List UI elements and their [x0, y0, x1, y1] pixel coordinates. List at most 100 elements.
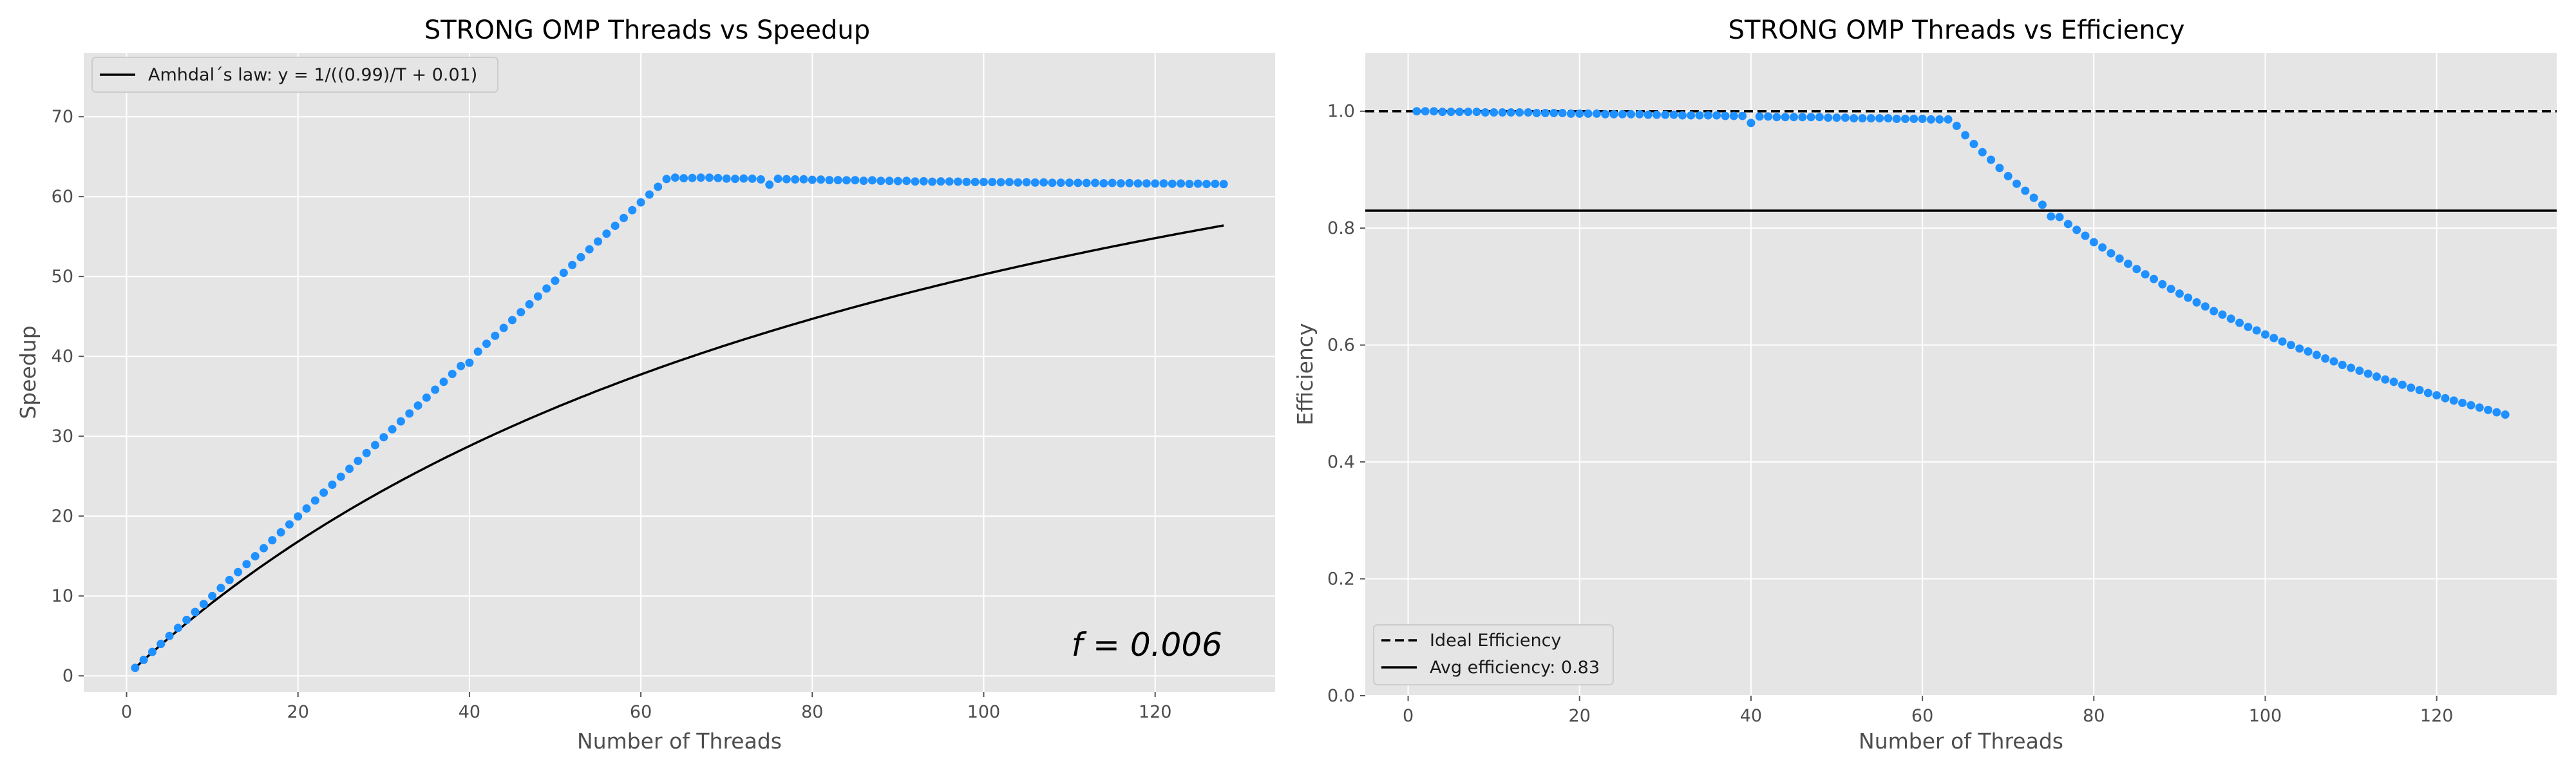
speedup-point [885, 177, 894, 186]
speedup-point [670, 173, 679, 182]
speedup-point [636, 198, 645, 207]
speedup-point [739, 174, 748, 183]
speedup-legend-box [91, 57, 498, 93]
speedup-point [345, 464, 354, 473]
efficiency-x-tick-label: 60 [1911, 706, 1933, 726]
speedup-point [619, 213, 628, 222]
speedup-point [362, 448, 371, 457]
efficiency-point [1841, 113, 1850, 122]
efficiency-point [1952, 121, 1961, 130]
speedup-point [628, 205, 637, 215]
efficiency-point [1798, 113, 1807, 122]
efficiency-legend-entry-avg: Avg efficiency: 0.83 [1430, 658, 1600, 678]
speedup-point [611, 222, 620, 231]
speedup-y-tick-label: 60 [52, 187, 73, 207]
efficiency-point [2003, 171, 2012, 180]
efficiency-point [1815, 113, 1824, 122]
speedup-point [216, 584, 225, 593]
efficiency-point [2132, 265, 2141, 274]
efficiency-point [2441, 394, 2450, 403]
speedup-point [705, 173, 714, 182]
efficiency-point [1850, 114, 1859, 123]
efficiency-point [2389, 377, 2398, 386]
speedup-point [499, 323, 508, 332]
efficiency-point [1703, 111, 1712, 120]
speedup-point [988, 178, 997, 187]
speedup-point [996, 178, 1005, 187]
speedup-y-tick-label: 70 [52, 107, 73, 127]
speedup-point [507, 316, 516, 325]
speedup-point [662, 175, 671, 184]
speedup-chart-title: STRONG OMP Threads vs Speedup [424, 15, 870, 45]
efficiency-point [2166, 285, 2175, 294]
efficiency-x-ticks: 0 20 40 60 80 100 120 [1403, 696, 2453, 726]
efficiency-y-axis-label: Efficiency [1293, 323, 1318, 426]
efficiency-point [2235, 318, 2244, 327]
efficiency-point [1661, 110, 1670, 119]
speedup-point [276, 528, 285, 537]
efficiency-point [2072, 225, 2081, 234]
speedup-point [294, 512, 303, 521]
efficiency-point [2372, 372, 2382, 381]
efficiency-point [1653, 110, 1662, 119]
speedup-point [302, 504, 311, 513]
efficiency-point [2012, 179, 2022, 188]
speedup-point [808, 175, 817, 184]
speedup-legend-entry-amdahl: Amhdal´s law: y = 1/((0.99)/T + 0.01) [148, 65, 477, 85]
efficiency-point [1446, 108, 1455, 117]
speedup-point [551, 276, 560, 285]
speedup-point [165, 631, 174, 640]
speedup-y-tick-label: 30 [52, 426, 73, 446]
speedup-point [1185, 179, 1194, 188]
efficiency-point [2252, 326, 2261, 335]
speedup-point [1030, 178, 1039, 187]
speedup-point [954, 177, 963, 186]
efficiency-point [2149, 274, 2158, 283]
efficiency-point [2312, 350, 2321, 359]
speedup-point [1142, 179, 1151, 188]
speedup-point [310, 496, 319, 505]
efficiency-point [2089, 238, 2098, 247]
speedup-point [722, 174, 731, 183]
efficiency-point [1481, 108, 1490, 117]
efficiency-point [1909, 115, 1918, 124]
efficiency-point [2047, 212, 2056, 221]
speedup-x-tick-label: 40 [459, 702, 480, 722]
efficiency-x-tick-label: 20 [1569, 706, 1591, 726]
efficiency-point [2063, 220, 2072, 229]
efficiency-point [2501, 410, 2510, 419]
efficiency-point [1490, 108, 1499, 117]
efficiency-point [2098, 243, 2107, 252]
efficiency-y-ticks: 0.0 0.2 0.4 0.6 0.8 1.0 [1327, 102, 1365, 706]
efficiency-point [2226, 314, 2235, 323]
speedup-point [594, 237, 603, 246]
speedup-point [139, 655, 148, 664]
speedup-point [422, 393, 431, 402]
efficiency-point [1506, 108, 1515, 117]
speedup-point [533, 292, 542, 301]
speedup-point [516, 308, 526, 317]
efficiency-point [1618, 110, 1627, 119]
speedup-y-tick-label: 40 [52, 347, 73, 367]
efficiency-point [1944, 115, 1953, 124]
efficiency-y-tick-label: 0.4 [1327, 452, 1355, 472]
speedup-point [1108, 178, 1117, 187]
speedup-point [1091, 178, 1100, 187]
speedup-y-tick-label: 0 [62, 666, 73, 686]
speedup-point [867, 176, 876, 185]
efficiency-point [2201, 302, 2210, 311]
speedup-point [473, 347, 482, 356]
speedup-x-tick-label: 60 [630, 702, 652, 722]
efficiency-point [1609, 110, 1618, 119]
amdahl-law-line [134, 224, 1224, 669]
efficiency-y-tick-label: 0.2 [1327, 569, 1355, 589]
efficiency-point [2329, 357, 2338, 366]
parallel-fraction-annotation: f = 0.006 [1072, 626, 1222, 663]
speedup-point [1099, 178, 1108, 187]
efficiency-point [2467, 401, 2476, 410]
efficiency-point [1601, 110, 1610, 119]
efficiency-point [2038, 200, 2047, 209]
speedup-legend: Amhdal´s law: y = 1/((0.99)/T + 0.01) [91, 57, 498, 93]
efficiency-point [1755, 112, 1764, 121]
speedup-point [679, 174, 688, 183]
